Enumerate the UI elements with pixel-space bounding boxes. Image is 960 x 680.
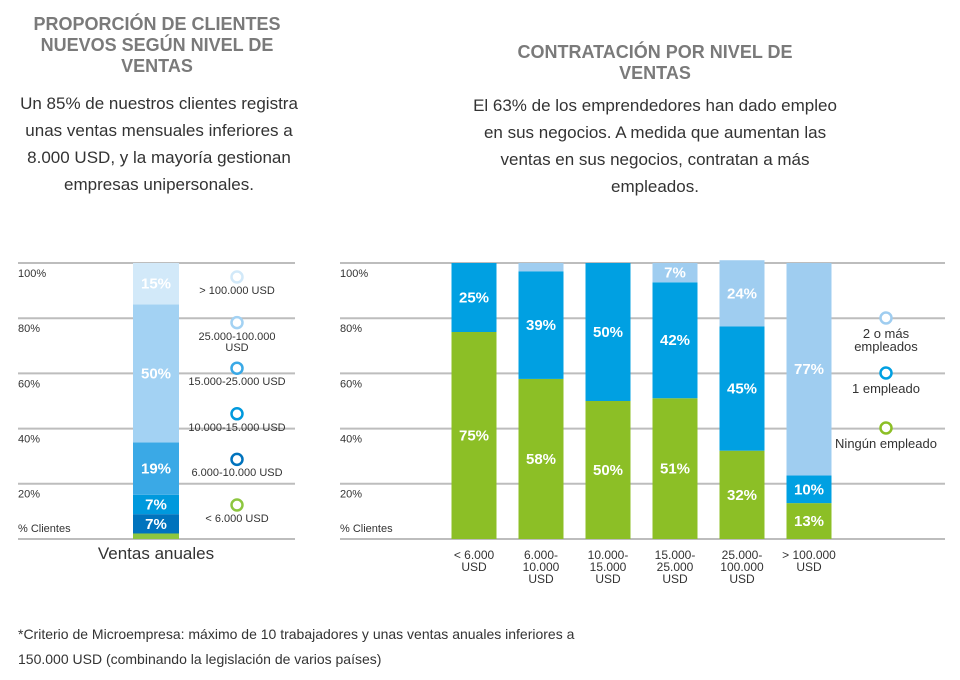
legend-marker	[230, 452, 244, 467]
legend-label: 15.000-25.000 USD	[188, 376, 286, 389]
data-label: 45%	[727, 381, 757, 398]
x-tick-label: 6.000-10.000 USD	[522, 548, 560, 586]
data-label: 15%	[141, 276, 171, 293]
data-label: 19%	[141, 461, 171, 478]
data-label: 7%	[145, 516, 167, 533]
bar-segment	[652, 398, 698, 539]
legend-marker	[230, 315, 244, 330]
data-label: 24%	[727, 285, 757, 302]
bar-segment	[518, 378, 564, 539]
bar-segment	[133, 442, 179, 495]
data-label: 50%	[141, 365, 171, 382]
bar-segment	[786, 503, 832, 539]
x-tick-label: 15.000-25.000 USD	[654, 548, 696, 586]
chart-subtitle: El 63% de los emprendedores han dado emp…	[473, 96, 837, 196]
bar-segment	[518, 271, 564, 379]
y-tick-label: % Clientes	[18, 523, 71, 535]
x-tick-label: 10.000-15.000 USD	[587, 548, 629, 586]
y-tick-label: 40%	[340, 434, 362, 446]
bar-segment	[719, 326, 765, 451]
y-tick-label: 80%	[18, 323, 40, 335]
bar-segment	[786, 263, 832, 476]
bar-segment	[451, 263, 497, 332]
y-tick-label: 100%	[18, 268, 46, 280]
legend-marker	[879, 311, 893, 325]
bar-segment	[585, 401, 631, 539]
chart-title: CONTRATACIÓN POR NIVEL DE VENTAS	[517, 42, 793, 83]
data-label: 10%	[794, 481, 824, 498]
legend-label: 2 o más empleados	[854, 326, 918, 354]
bar-segment	[719, 260, 765, 327]
chart-subtitle: Un 85% de nuestros clientes registra una…	[20, 94, 298, 194]
data-label: 75%	[459, 427, 489, 444]
bar-segment	[719, 450, 765, 539]
bar-segment	[133, 514, 179, 534]
legend-marker	[230, 270, 244, 284]
y-tick-label: 40%	[18, 434, 40, 446]
legend-marker	[879, 421, 893, 435]
bar-segment	[133, 304, 179, 443]
legend-marker	[230, 361, 244, 375]
bar-segment	[133, 533, 179, 539]
y-tick-label: % Clientes	[340, 523, 393, 535]
y-tick-label: 100%	[340, 268, 368, 280]
bar-segment	[652, 263, 698, 283]
legend-label: 6.000-10.000 USD	[191, 467, 283, 480]
x-tick-label: Ventas anuales	[97, 544, 215, 563]
y-tick-label: 60%	[18, 378, 40, 390]
y-tick-label: 20%	[18, 489, 40, 501]
data-label: 39%	[526, 317, 556, 334]
bar-segment	[133, 263, 179, 305]
legend-marker	[230, 407, 244, 421]
data-label: 7%	[664, 265, 686, 282]
bar-segment	[451, 332, 497, 539]
y-tick-label: 20%	[340, 489, 362, 501]
y-tick-label: 60%	[340, 378, 362, 390]
data-label: 77%	[794, 361, 824, 378]
x-tick-label: < 6.000 USD	[453, 548, 495, 574]
x-tick-label: > 100.000 USD	[782, 548, 836, 574]
data-label: 25%	[459, 289, 489, 306]
footnote: *Criterio de Microempresa: máximo de 10 …	[18, 626, 575, 667]
bar-segment	[518, 263, 564, 272]
data-label: 13%	[794, 513, 824, 530]
bar-segment	[585, 263, 631, 401]
data-label: 7%	[145, 496, 167, 513]
legend-label: 1 empleado	[852, 381, 920, 396]
data-label: 51%	[660, 461, 690, 478]
bar-segment	[133, 494, 179, 515]
data-label: 42%	[660, 332, 690, 349]
x-tick-label: 25.000-100.000 USD	[720, 548, 764, 586]
data-label: 32%	[727, 487, 757, 504]
bar-segment	[652, 282, 698, 399]
chart-title: PROPORCIÓN DE CLIENTES NUEVOS SEGÚN NIVE…	[33, 14, 281, 76]
legend-label: 25.000-100.000 USD	[198, 330, 276, 354]
legend-marker	[230, 498, 244, 512]
legend-label: Ningún empleado	[835, 436, 937, 451]
legend-marker	[879, 366, 893, 380]
legend-label: > 100.000 USD	[199, 285, 275, 297]
bar-segment	[786, 475, 832, 504]
y-tick-label: 80%	[340, 323, 362, 335]
legend-label: < 6.000 USD	[205, 513, 269, 525]
legend-label: 10.000-15.000 USD	[188, 421, 286, 434]
data-label: 58%	[526, 451, 556, 468]
data-label: 50%	[593, 324, 623, 341]
data-label: 50%	[593, 462, 623, 479]
